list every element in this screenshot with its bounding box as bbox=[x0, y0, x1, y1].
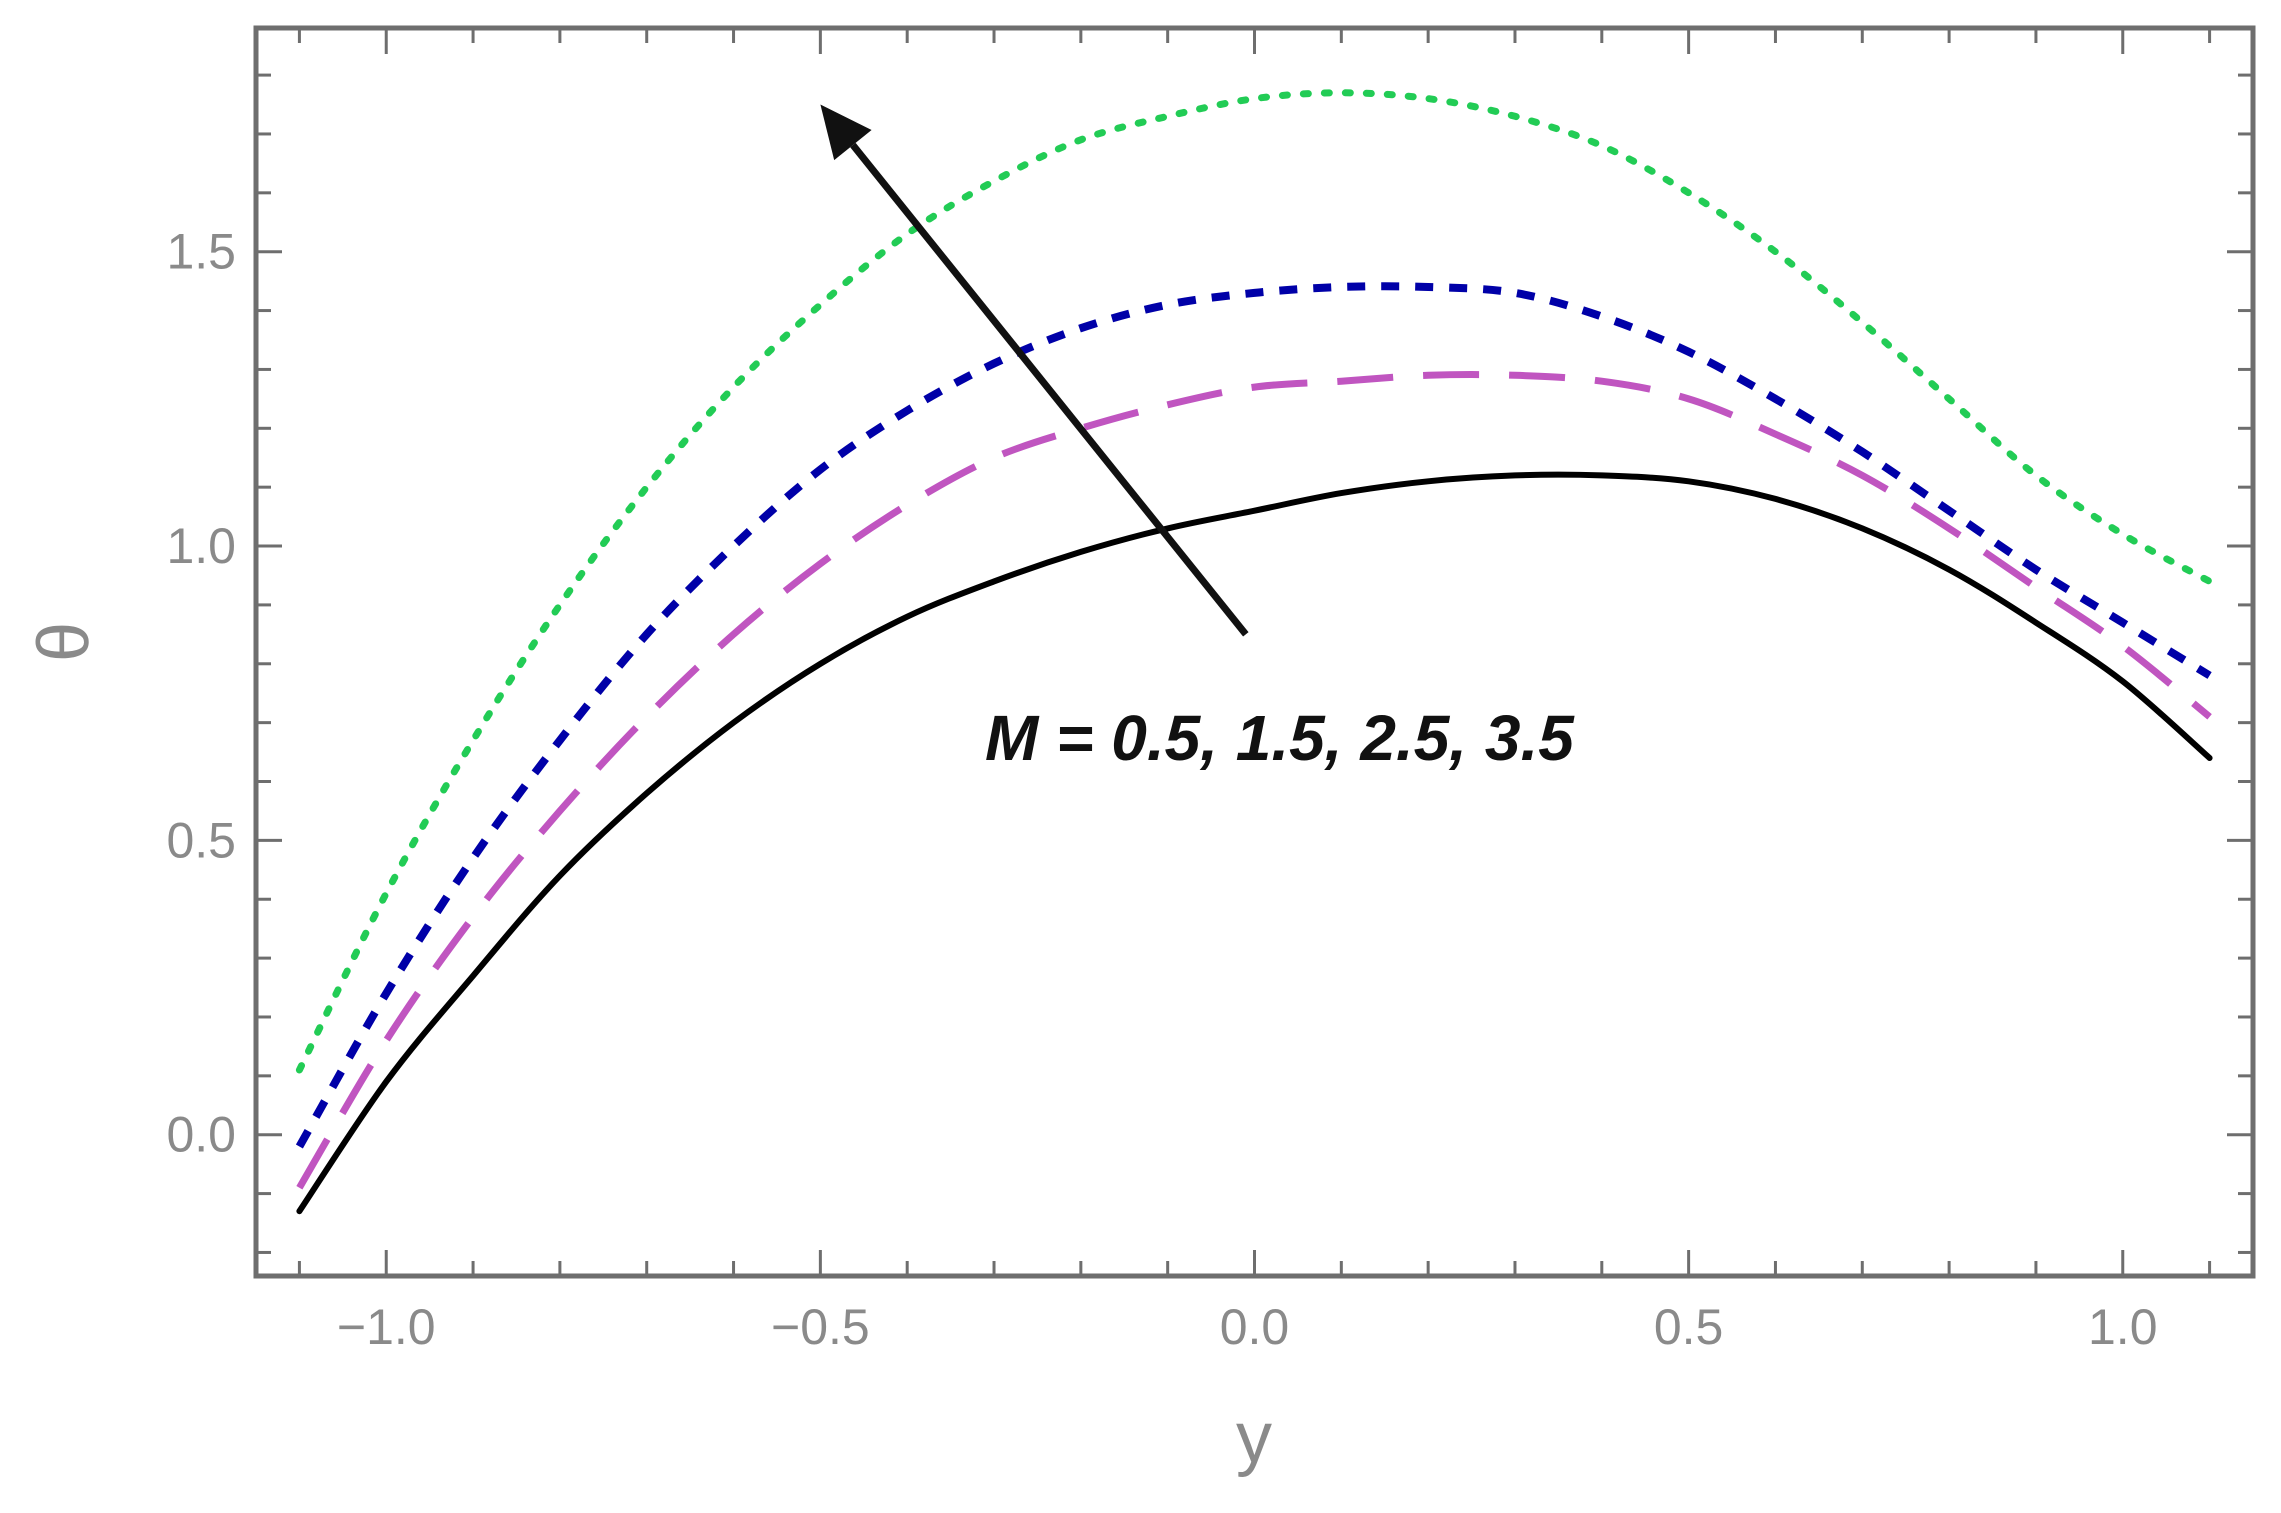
ticks bbox=[256, 28, 2253, 1276]
series-line-dotted bbox=[295, 89, 2214, 1074]
arrow-layer bbox=[820, 104, 1249, 637]
y-tick-label: 1.0 bbox=[166, 518, 236, 574]
x-tick-label: −0.5 bbox=[771, 1299, 870, 1355]
plot-frame bbox=[253, 25, 2256, 1279]
y-tick-label: 0.0 bbox=[166, 1107, 236, 1163]
series-line-dashed-short bbox=[295, 282, 2212, 1149]
x-tick-label: 1.0 bbox=[2088, 1299, 2158, 1355]
x-tick-label: −1.0 bbox=[337, 1299, 436, 1355]
x-axis-title: y bbox=[1236, 1398, 1272, 1478]
series-layer bbox=[295, 89, 2214, 1215]
y-tick-label: 0.5 bbox=[166, 812, 236, 868]
y-tick-label: 1.5 bbox=[166, 224, 236, 280]
x-tick-label: 0.0 bbox=[1220, 1299, 1290, 1355]
x-tick-label: 0.5 bbox=[1654, 1299, 1724, 1355]
y-axis-title: θ bbox=[24, 622, 104, 662]
series-line-dashed-long bbox=[296, 371, 2212, 1190]
arrow-head bbox=[820, 104, 872, 161]
tick-labels: −1.0 −0.5 0.0 0.5 1.0 0.0 0.5 1.0 1.5 bbox=[166, 224, 2157, 1355]
annotation-label: M = 0.5, 1.5, 2.5, 3.5 bbox=[985, 702, 1575, 774]
series-line-solid bbox=[296, 471, 2213, 1215]
arrow-shaft bbox=[850, 142, 1249, 637]
